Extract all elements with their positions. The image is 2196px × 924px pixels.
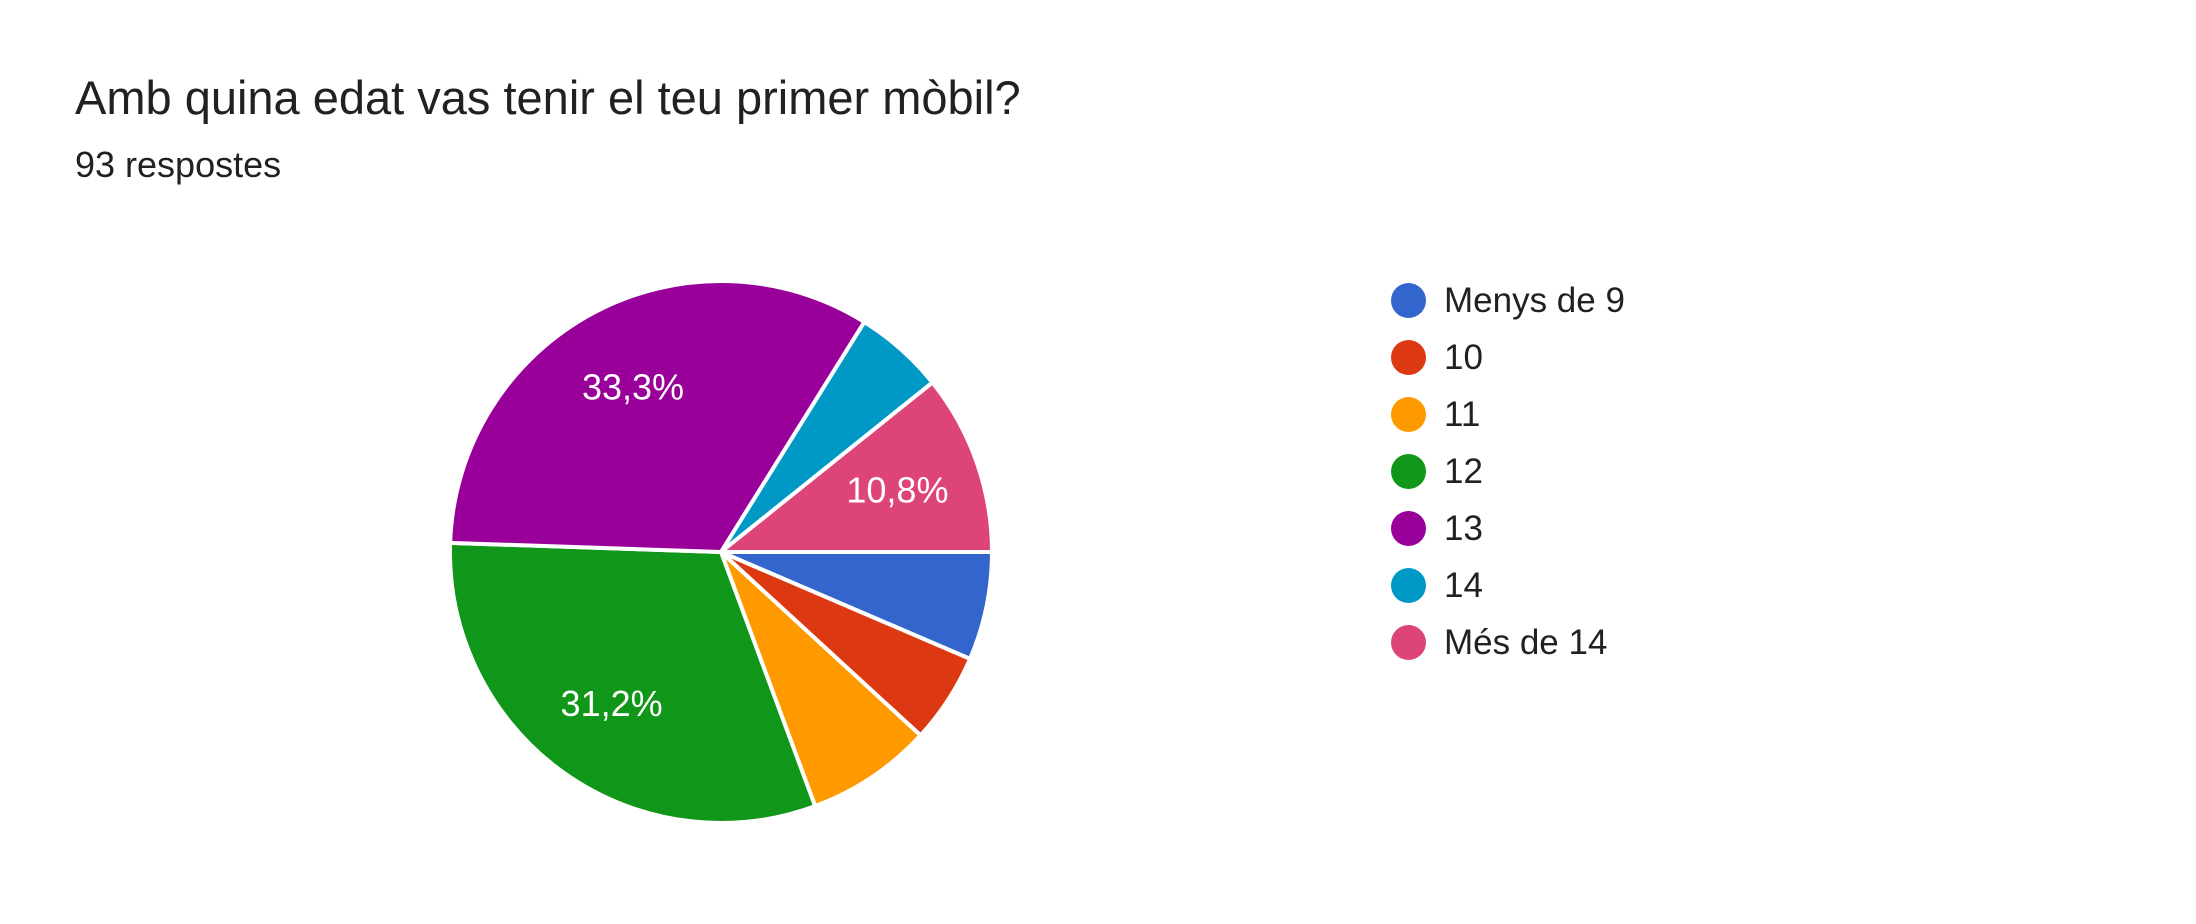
legend-color-dot bbox=[1391, 511, 1426, 546]
pie-slice-percent-label: 33,3% bbox=[582, 366, 684, 407]
legend-item-10: 10 bbox=[1391, 340, 1625, 375]
legend-color-dot bbox=[1391, 625, 1426, 660]
pie-slice-percent-label: 10,8% bbox=[846, 470, 948, 511]
legend-item-label: Més de 14 bbox=[1444, 623, 1608, 662]
pie-slice-percent-label: 31,2% bbox=[561, 683, 663, 724]
pie-slice-menys-de-9[interactable] bbox=[719, 550, 994, 661]
legend-color-dot bbox=[1391, 397, 1426, 432]
pie-slice-11[interactable] bbox=[719, 550, 923, 809]
legend-color-dot bbox=[1391, 454, 1426, 489]
legend-color-dot bbox=[1391, 283, 1426, 318]
legend-color-dot bbox=[1391, 568, 1426, 603]
legend-item-13: 13 bbox=[1391, 511, 1625, 546]
pie-slice-13[interactable] bbox=[448, 279, 867, 554]
legend-item-menys-de-9: Menys de 9 bbox=[1391, 283, 1625, 318]
legend-item-label: 13 bbox=[1444, 509, 1483, 548]
legend-item-m-s-de-14: Més de 14 bbox=[1391, 625, 1625, 660]
pie-slice-12[interactable] bbox=[448, 540, 818, 825]
response-count: 93 respostes bbox=[75, 144, 282, 185]
legend-item-label: 10 bbox=[1444, 338, 1483, 377]
chart-legend: Menys de 9 10 11 12 13 14 Més de 14 bbox=[1391, 283, 1625, 682]
legend-item-14: 14 bbox=[1391, 568, 1625, 603]
legend-item-label: 12 bbox=[1444, 452, 1483, 491]
legend-item-label: Menys de 9 bbox=[1444, 281, 1625, 320]
pie-slice-m-s-de-14[interactable] bbox=[719, 380, 994, 554]
legend-item-label: 11 bbox=[1444, 395, 1481, 434]
question-title: Amb quina edat vas tenir el teu primer m… bbox=[75, 71, 1021, 124]
legend-color-dot bbox=[1391, 340, 1426, 375]
legend-item-12: 12 bbox=[1391, 454, 1625, 489]
legend-item-11: 11 bbox=[1391, 397, 1625, 432]
legend-item-label: 14 bbox=[1444, 566, 1483, 605]
pie-chart: 31,2% 33,3% 10,8% bbox=[448, 279, 994, 825]
